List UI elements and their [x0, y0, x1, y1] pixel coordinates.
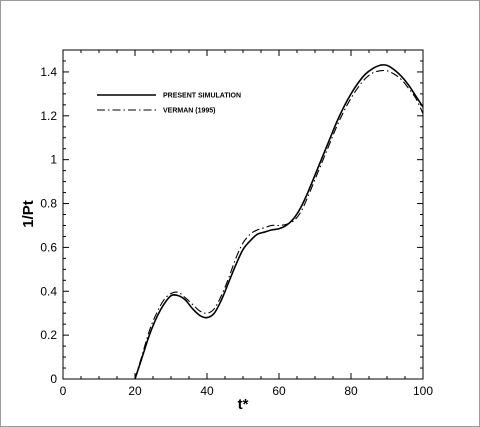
y-tick-label: 1	[50, 153, 57, 167]
x-tick-label: 0	[60, 384, 67, 398]
x-tick-label: 60	[272, 384, 286, 398]
y-tick-label: 0.6	[40, 240, 57, 254]
x-tick-label: 80	[344, 384, 358, 398]
axis-ticks: 0 20 40 60 80 100 0 0.2 0.4 0.6 0.8 1 1.2 1.4	[40, 49, 433, 398]
legend-label-present-simulation: PRESENT SIMULATION	[163, 93, 241, 100]
x-axis-title: t*	[238, 396, 249, 413]
y-tick-label: 0.4	[40, 284, 57, 298]
x-tick-label: 40	[200, 384, 214, 398]
y-tick-label: 1.4	[40, 65, 57, 79]
y-axis-title: 1/Pt	[20, 200, 37, 228]
legend: PRESENT SIMULATION VERMAN (1995)	[97, 93, 241, 115]
y-tick-label: 0.8	[40, 197, 57, 211]
plot-area	[62, 49, 424, 380]
x-tick-label: 100	[413, 384, 433, 398]
series-layer	[134, 64, 424, 380]
y-tick-label: 1.2	[40, 109, 57, 123]
series-line-verman-1995	[134, 69, 424, 380]
y-tick-label: 0	[50, 372, 57, 386]
y-tick-label: 0.2	[40, 328, 57, 342]
legend-label-verman-1995: VERMAN (1995)	[163, 108, 216, 115]
series-line-present-simulation	[134, 64, 424, 380]
x-tick-label: 20	[128, 384, 142, 398]
